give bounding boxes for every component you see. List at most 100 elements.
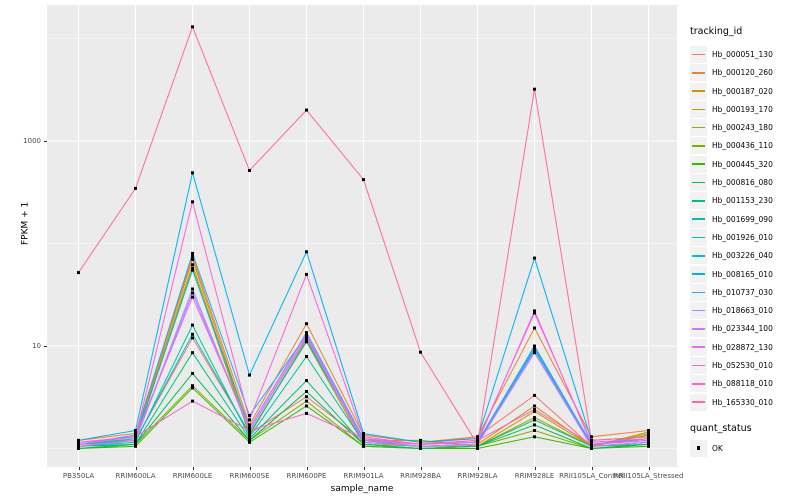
legend-entry-label: Hb_088118_010 [712, 379, 773, 389]
data-point [476, 435, 479, 439]
data-point [590, 440, 593, 444]
legend-key-line [692, 254, 705, 257]
data-point [590, 442, 593, 446]
legend-entry-Hb_000187_020: Hb_000187_020 [690, 82, 798, 100]
legend-entry-Hb_052530_010: Hb_052530_010 [690, 357, 798, 375]
legend-key-line [692, 401, 705, 403]
x-tick-label: RRIM928LA [457, 472, 498, 480]
data-point [134, 435, 137, 439]
data-point [647, 438, 650, 442]
x-tick-mark [591, 467, 593, 470]
legend-entry-Hb_000120_260: Hb_000120_260 [690, 64, 798, 82]
data-point [419, 438, 422, 442]
legend-entry-Hb_010737_030: Hb_010737_030 [690, 283, 798, 301]
data-point [305, 411, 308, 415]
data-point [191, 200, 194, 204]
data-point [191, 263, 194, 267]
legend-entry-label: Hb_000120_260 [712, 68, 773, 78]
data-point [362, 440, 365, 444]
data-point [647, 433, 650, 437]
data-point [533, 87, 536, 91]
data-point [533, 429, 536, 432]
data-point [134, 433, 137, 437]
x-tick-label: RRIM600LA [115, 472, 156, 480]
data-point [248, 414, 251, 417]
panel-background [47, 5, 677, 467]
data-point [191, 25, 194, 29]
data-point [77, 271, 80, 275]
data-point [134, 186, 137, 190]
legend-key-swatch [690, 375, 707, 393]
data-point [476, 440, 479, 444]
data-point [647, 435, 650, 439]
legend-entry-label: Hb_008165_010 [712, 269, 773, 279]
legend-entry-Hb_000816_080: Hb_000816_080 [690, 174, 798, 192]
data-point [362, 438, 365, 442]
data-point [362, 433, 365, 437]
data-point [305, 272, 308, 276]
data-point [419, 444, 422, 448]
data-point [305, 339, 308, 343]
legend-entry-label: Hb_000445_320 [712, 159, 773, 169]
legend-entry-Hb_088118_010: Hb_088118_010 [690, 375, 798, 393]
legend-entry-Hb_000193_170: Hb_000193_170 [690, 100, 798, 118]
legend-key-line [692, 200, 705, 202]
data-point [191, 251, 194, 255]
x-tick-label: RRII105LA_Stressed [613, 472, 684, 480]
data-point [533, 345, 536, 349]
data-point [305, 355, 308, 358]
legend-key-line [692, 328, 705, 330]
x-tick-mark [78, 467, 80, 470]
legend-key-line [692, 291, 705, 294]
legend-entry-Hb_165330_010: Hb_165330_010 [690, 393, 798, 411]
data-point [533, 418, 536, 422]
data-point [362, 437, 365, 441]
data-point [134, 432, 137, 435]
x-tick-label: PB350LA [62, 472, 95, 480]
data-point [305, 379, 308, 383]
data-point [533, 256, 536, 260]
data-point [476, 442, 479, 446]
legend-entries-quant-status: OK [690, 439, 798, 457]
data-point [191, 384, 194, 388]
legend-key-swatch [690, 82, 707, 100]
data-point [419, 350, 422, 354]
data-point [248, 418, 251, 422]
x-tick-label: RRII105LA_Control [559, 472, 624, 480]
data-point [305, 399, 308, 403]
legend-entry-label: Hb_000187_020 [712, 86, 773, 96]
x-tick-label: RRIM928BA [400, 472, 441, 480]
data-point [191, 371, 194, 375]
data-point [590, 438, 593, 442]
legend-key-swatch [690, 137, 707, 155]
data-point [191, 323, 194, 327]
data-point [191, 254, 194, 258]
x-tick-mark [534, 467, 536, 470]
x-tick-label: RRIM600LE [172, 472, 213, 480]
legend-entry-Hb_003226_040: Hb_003226_040 [690, 247, 798, 265]
y-tick-label: 10 [32, 342, 41, 350]
data-point [419, 440, 422, 444]
data-point [647, 432, 650, 435]
data-point [191, 268, 194, 272]
legend-entry-Hb_028872_130: Hb_028872_130 [690, 338, 798, 356]
legend-entry-Hb_000445_320: Hb_000445_320 [690, 155, 798, 173]
x-tick-label: RRIM901LA [343, 472, 384, 480]
legend-entry-label: Hb_001153_230 [712, 196, 773, 206]
data-point [248, 169, 251, 172]
data-point [191, 257, 194, 261]
data-point [191, 386, 194, 390]
data-point [476, 437, 479, 441]
data-point [533, 408, 536, 411]
data-point [134, 438, 137, 442]
legend-entry-label: Hb_000051_130 [712, 50, 773, 59]
data-point [476, 438, 479, 442]
y-tick-mark [44, 141, 47, 142]
data-point [533, 311, 536, 315]
data-point [533, 309, 536, 313]
x-tick-mark [135, 467, 137, 470]
legend-key-swatch [690, 210, 707, 228]
legend-key-swatch [690, 64, 707, 82]
legend-key-swatch [690, 320, 707, 338]
x-tick-mark [306, 467, 308, 470]
